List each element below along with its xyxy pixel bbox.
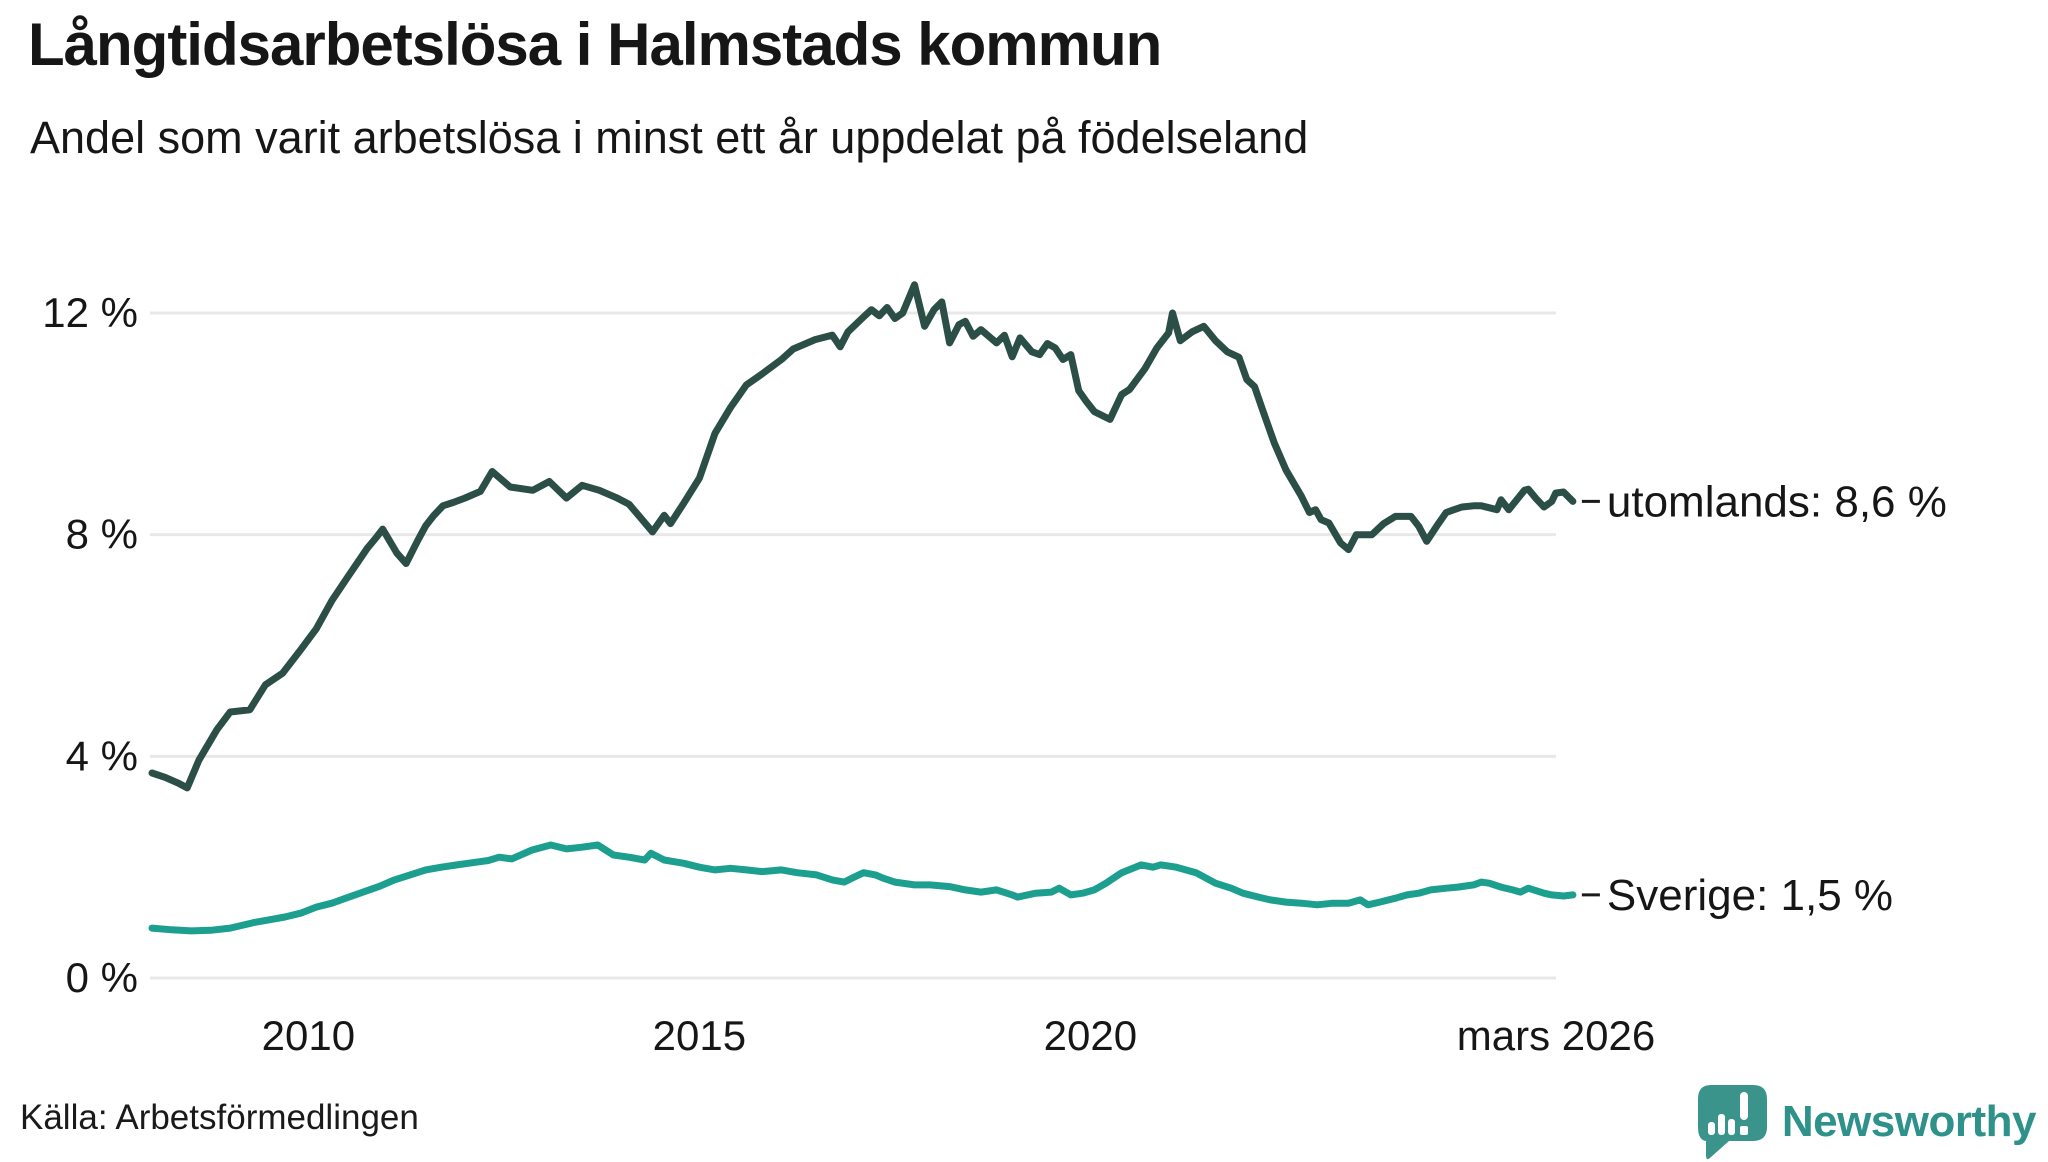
series-line-sverige <box>148 841 1577 935</box>
newsworthy-wordmark: Newsworthy <box>1781 1097 2037 1146</box>
x-tick-label: 2015 <box>653 1012 746 1059</box>
page-subtitle: Andel som varit arbetslösa i minst ett å… <box>30 112 1309 163</box>
x-tick-label: mars 2026 <box>1457 1012 1655 1059</box>
series-end-label-utomlands: utomlands: 8,6 % <box>1607 477 1947 526</box>
newsworthy-chart-bubble-icon <box>1697 1085 1767 1160</box>
series-end-label-sverige: Sverige: 1,5 % <box>1607 871 1893 920</box>
y-tick-label: 8 % <box>66 511 138 558</box>
source-note: Källa: Arbetsförmedlingen <box>20 1098 419 1137</box>
x-tick-label: 2010 <box>262 1012 355 1059</box>
newsworthy-logo: Newsworthy <box>1694 1082 2037 1162</box>
y-tick-label: 0 % <box>66 954 138 1001</box>
y-tick-label: 4 % <box>66 732 138 779</box>
series-line-utomlands <box>148 281 1577 792</box>
y-tick-label: 12 % <box>42 289 138 336</box>
x-tick-label: 2020 <box>1044 1012 1137 1059</box>
page-title: Långtidsarbetslösa i Halmstads kommun <box>28 11 1162 78</box>
